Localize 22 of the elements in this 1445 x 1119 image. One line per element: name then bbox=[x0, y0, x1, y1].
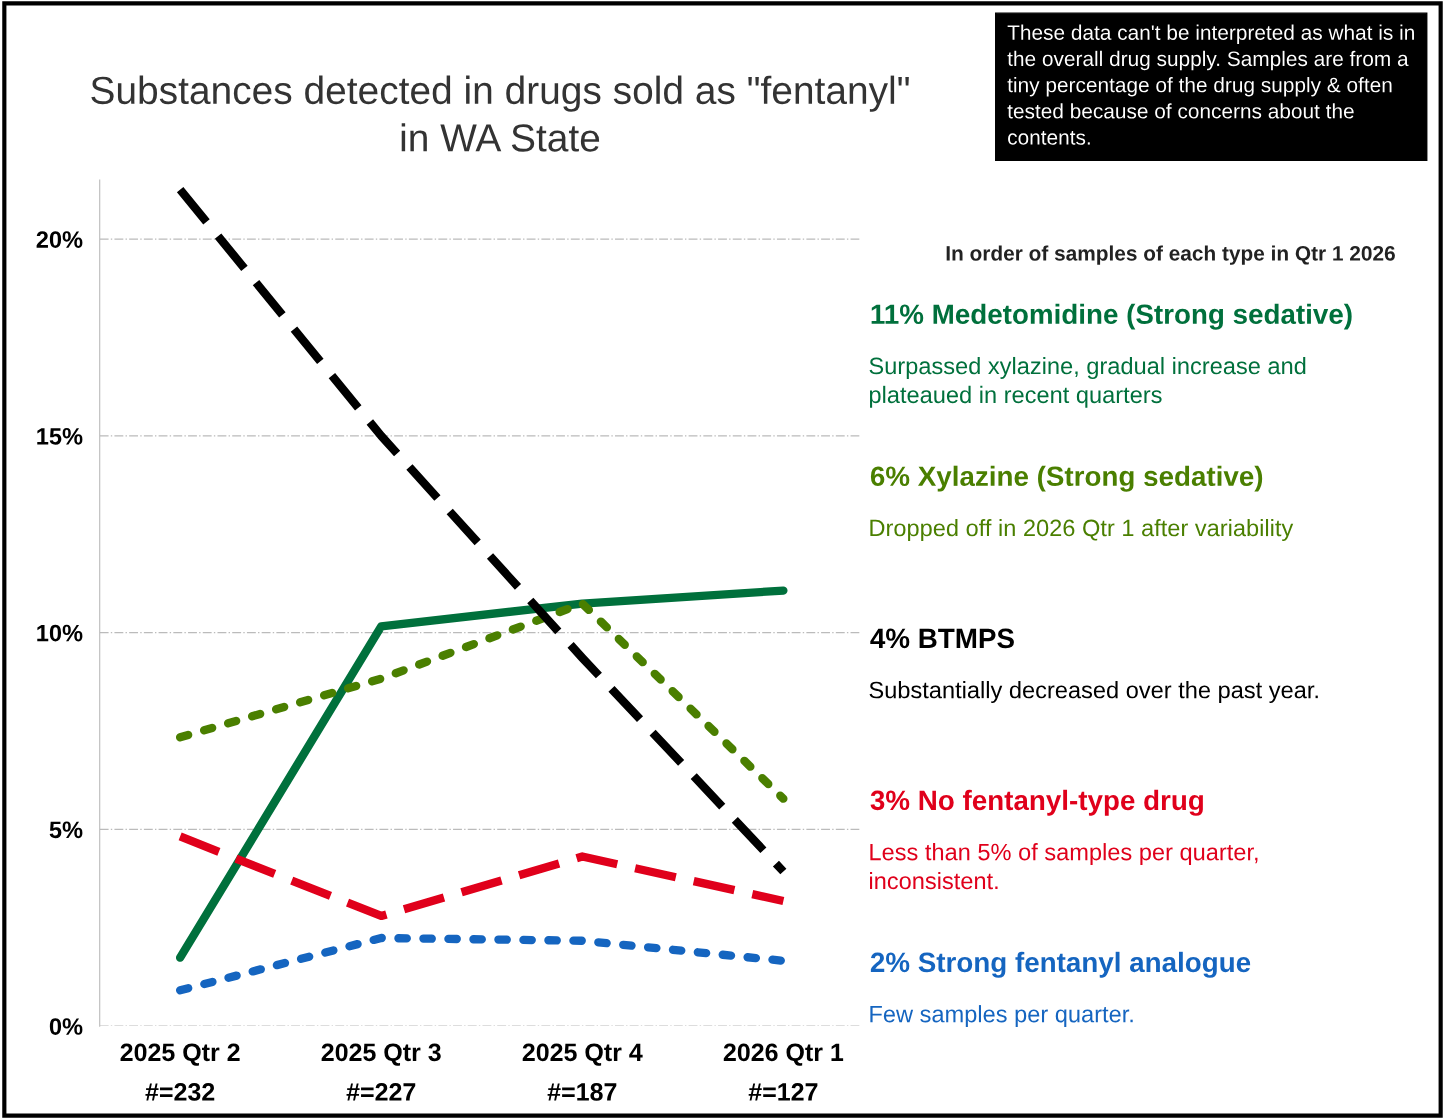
x-tick-label: 2025 Qtr 3 #=227 bbox=[321, 1043, 441, 1101]
x-tick-label: 2025 Qtr 4 #=187 bbox=[522, 1043, 643, 1101]
text: 3% No fentanyl-type drug bbox=[870, 789, 1203, 816]
text: In order of samples of each type in Qtr 1 2026 bbox=[946, 245, 1395, 265]
text: Substantially decreased over the past year. bbox=[869, 681, 1318, 704]
text: 4% BTMPS bbox=[870, 628, 1014, 649]
x-tick-label: 2026 Qtr 1 #=127 bbox=[723, 1043, 844, 1101]
text: Dropped off in 2026 Qtr 1 after variability bbox=[870, 518, 1294, 541]
text: Less than 5% of samples per quarter, inconsistent. bbox=[870, 843, 1258, 890]
text: Surpassed xylazine, gradual increase and plateaued in recent quarters bbox=[869, 356, 1306, 408]
chart-title: Substances detected in drugs sold as "fentanyl" in WA State bbox=[91, 75, 909, 152]
text: Few samples per quarter. bbox=[870, 1005, 1133, 1028]
y-tick-label: 5% bbox=[49, 821, 83, 839]
y-tick-label: 0% bbox=[49, 1018, 83, 1035]
text: 2% Strong fentanyl analogue bbox=[870, 951, 1251, 978]
y-tick-label: 20% bbox=[36, 231, 83, 248]
text: These data can't be interpreted as what is in the overall drug supply. Samples are from a tiny percentage of the drug supply & often tested because of concerns about the contents. bbox=[1007, 24, 1414, 145]
y-tick-label: 10% bbox=[37, 624, 83, 642]
text: 6% Xylazine (Strong sedative) bbox=[870, 465, 1263, 492]
y-tick-label: 15% bbox=[37, 428, 83, 445]
x-tick-label: 2025 Qtr 2 #=232 bbox=[120, 1043, 240, 1101]
text: 11% Medetomidine (Strong sedative) bbox=[871, 303, 1352, 330]
